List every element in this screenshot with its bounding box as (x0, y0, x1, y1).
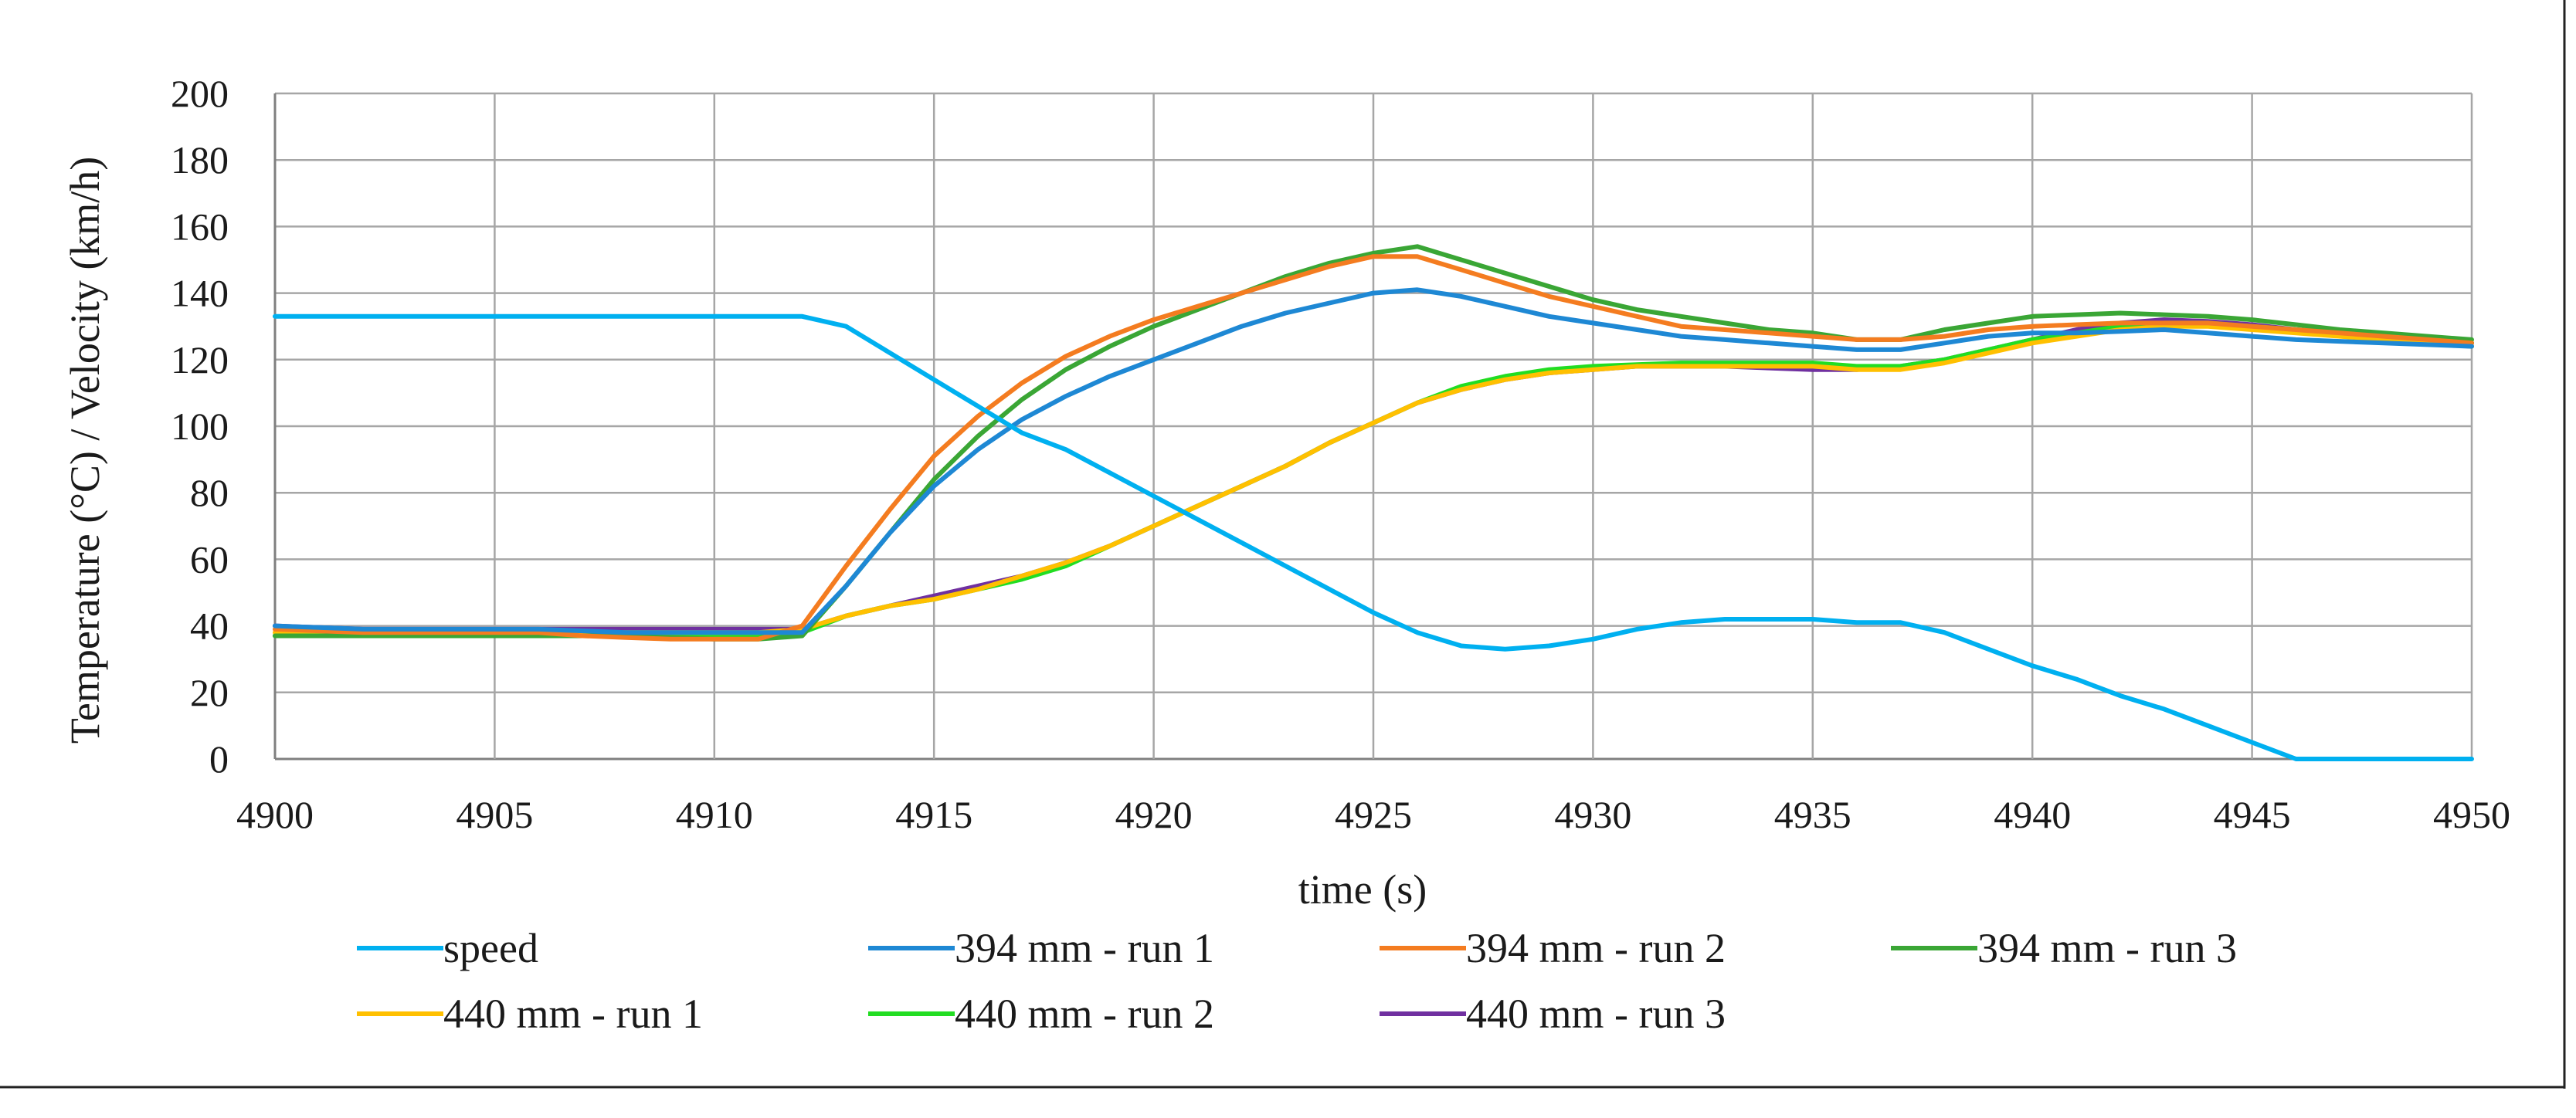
x-tick-label: 4945 (2214, 793, 2291, 836)
y-tick-label: 0 (209, 737, 229, 781)
y-tick-label: 100 (171, 405, 229, 448)
x-tick-label: 4915 (895, 793, 972, 836)
y-tick-label: 120 (171, 338, 229, 381)
series-lines (273, 244, 2474, 761)
legend-item: 440 mm - run 1 (357, 991, 703, 1037)
legend-item: 394 mm - run 3 (1891, 925, 2237, 971)
legend-label: speed (443, 925, 538, 971)
y-axis-ticks: 0 20 40 60 80 100 120 140 160 180 200 (171, 72, 229, 781)
series-line-speed (273, 313, 2474, 761)
legend-label: 440 mm - run 2 (955, 991, 1214, 1037)
figure-frame (0, 0, 2566, 1089)
x-tick-label: 4905 (456, 793, 533, 836)
legend-item: speed (357, 925, 538, 971)
x-axis-ticks: 4900 4905 4910 4915 4920 4925 4930 4935 4940 4945… (236, 793, 2510, 836)
x-tick-label: 4935 (1774, 793, 1851, 836)
x-tick-label: 4900 (236, 793, 314, 836)
y-tick-label: 200 (171, 72, 229, 115)
x-tick-label: 4950 (2433, 793, 2510, 836)
legend-item: 394 mm - run 1 (868, 925, 1214, 971)
legend-item: 440 mm - run 3 (1380, 991, 1726, 1037)
x-tick-label: 4930 (1554, 793, 1631, 836)
x-tick-label: 4920 (1115, 793, 1193, 836)
legend-item: 440 mm - run 2 (868, 991, 1214, 1037)
y-axis-label: Temperature (°C) / Velocity (km/h) (62, 157, 108, 744)
x-axis-label: time (s) (1298, 866, 1427, 913)
legend-label: 394 mm - run 1 (955, 925, 1214, 971)
legend: speed 394 mm - run 1 394 mm - run 2 394 mm … (357, 925, 2237, 1037)
legend-label: 440 mm - run 1 (443, 991, 703, 1037)
y-tick-label: 80 (190, 471, 229, 514)
y-tick-label: 180 (171, 138, 229, 181)
legend-label: 440 mm - run 3 (1466, 991, 1726, 1037)
y-tick-label: 140 (171, 272, 229, 315)
series-line-394-mm-run-2 (273, 254, 2474, 642)
x-tick-label: 4925 (1335, 793, 1412, 836)
series-line-394-mm-run-1 (273, 287, 2474, 635)
legend-label: 394 mm - run 3 (1977, 925, 2237, 971)
y-tick-label: 160 (171, 205, 229, 248)
y-tick-label: 20 (190, 671, 229, 714)
x-tick-label: 4910 (676, 793, 753, 836)
legend-item: 394 mm - run 2 (1380, 925, 1726, 971)
y-tick-label: 40 (190, 605, 229, 648)
y-tick-label: 60 (190, 537, 229, 581)
legend-label: 394 mm - run 2 (1466, 925, 1726, 971)
x-tick-label: 4940 (1994, 793, 2071, 836)
